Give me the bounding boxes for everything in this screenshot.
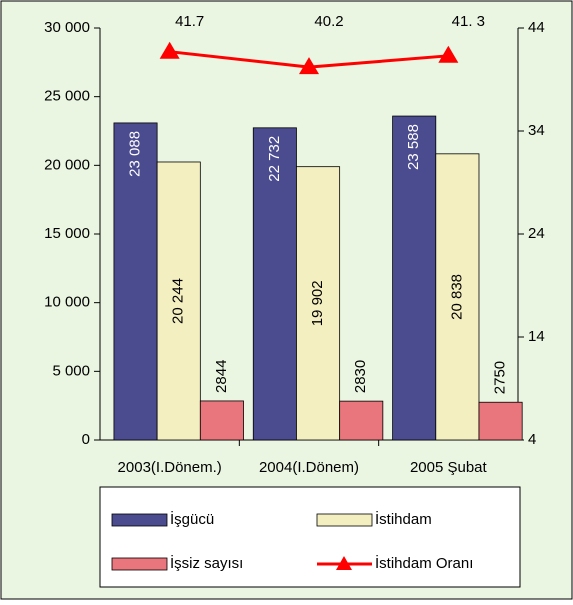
legend-label: İşgücü: [170, 510, 214, 528]
data-label: 22 732: [266, 136, 283, 182]
y2-tick-label: 14: [528, 328, 545, 345]
legend-label: İşsiz sayısı: [170, 554, 243, 572]
legend-marker: [336, 556, 352, 570]
bar: [156, 161, 201, 441]
bar: [199, 400, 244, 441]
bar: [478, 401, 523, 441]
data-label: 20 244: [170, 278, 187, 324]
y-tick-label: 10 000: [44, 294, 90, 311]
line-marker: [438, 45, 459, 63]
x-tick-label: 2005 Şubat: [410, 459, 488, 476]
data-label: 23 088: [126, 131, 143, 177]
bar: [435, 153, 480, 441]
data-label: 2750: [492, 361, 509, 394]
x-tick-label: 2003(I.Dönem.): [118, 459, 222, 476]
bar: [339, 400, 384, 441]
data-label: 40.2: [314, 13, 343, 30]
y-tick-label: 25 000: [44, 88, 90, 105]
bar: [252, 127, 297, 441]
y-tick-label: 30 000: [44, 19, 90, 36]
bar: [113, 122, 158, 441]
line-marker: [299, 57, 319, 75]
data-label: 41. 3: [452, 13, 485, 30]
y-tick-label: 15 000: [44, 225, 90, 242]
data-label: 2830: [352, 360, 369, 393]
data-label: 19 902: [309, 280, 326, 326]
data-label: 20 838: [448, 274, 465, 320]
y2-tick-label: 34: [528, 122, 545, 139]
y-tick-label: 0: [82, 431, 90, 448]
data-label: 2844: [213, 360, 230, 393]
y2-tick-label: 4: [528, 431, 536, 448]
legend-label: İstihdam: [375, 510, 432, 528]
data-label: 23 588: [405, 124, 422, 170]
legend-swatch: [316, 513, 373, 527]
legend-box: [99, 486, 521, 588]
y2-tick-label: 44: [528, 19, 545, 36]
line-marker: [159, 41, 180, 59]
y-tick-label: 20 000: [44, 156, 90, 173]
data-label: 41.7: [175, 13, 204, 30]
y2-tick-label: 24: [528, 225, 545, 242]
x-tick-label: 2004(I.Dönem): [259, 459, 359, 476]
legend-label: İstihdam Oranı: [375, 554, 473, 572]
legend-swatch: [111, 513, 168, 527]
legend-swatch: [111, 557, 168, 571]
y-tick-label: 5 000: [52, 362, 90, 379]
bar: [296, 166, 341, 441]
